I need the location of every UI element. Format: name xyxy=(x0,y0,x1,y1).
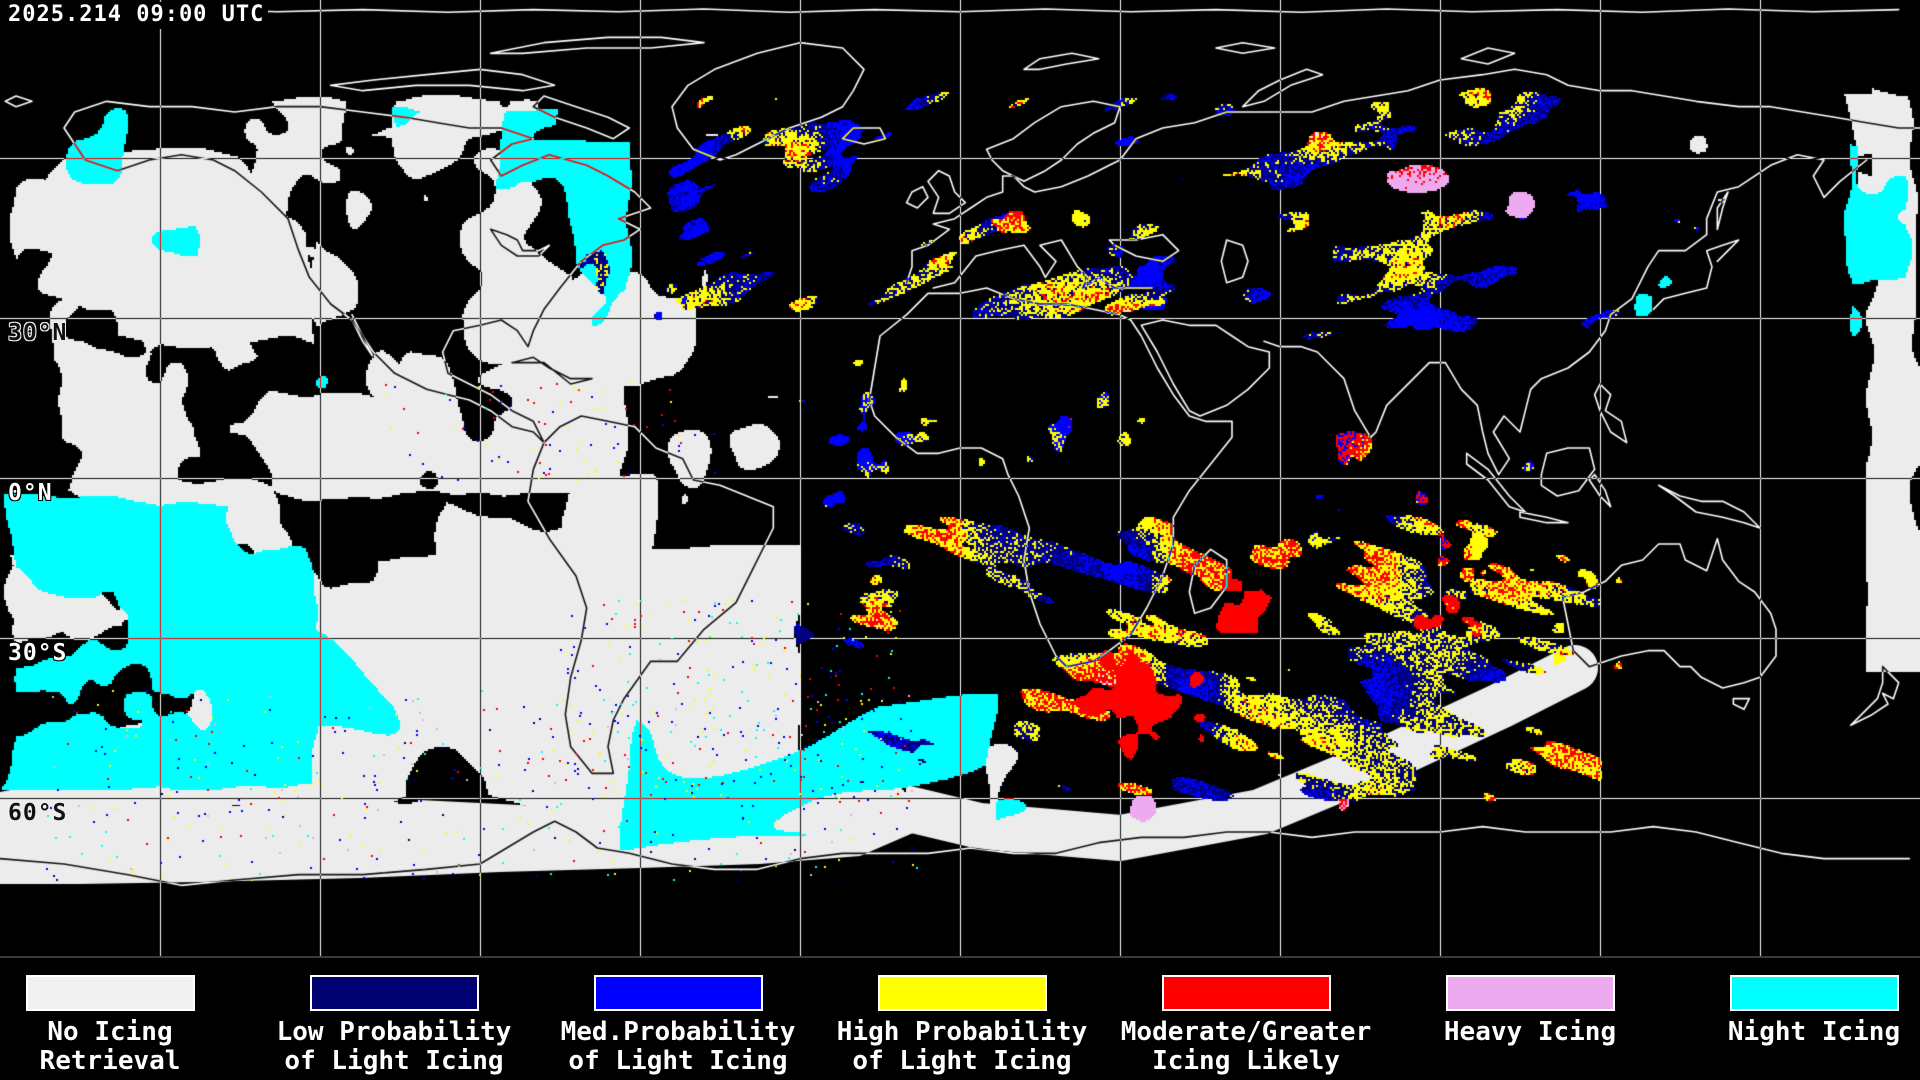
legend-label: Low Probability of Light Icing xyxy=(276,1017,512,1076)
lat-label: 30°N xyxy=(8,320,68,346)
legend-label: High Probability of Light Icing xyxy=(836,1017,1088,1076)
legend-item: Heavy Icing xyxy=(1410,958,1650,1047)
lat-label: 60°S xyxy=(8,800,68,826)
icing-map: 2025.214 09:00 UTC 30°N 0°N 30°S 60°S xyxy=(0,0,1920,958)
legend: No Icing Retrieval Low Probability of Lig… xyxy=(0,958,1920,1080)
lat-label: 30°S xyxy=(8,640,68,666)
lat-label: 0°N xyxy=(8,480,53,506)
legend-label: Med.Probability of Light Icing xyxy=(560,1017,796,1076)
legend-swatch xyxy=(877,975,1047,1011)
legend-swatch xyxy=(309,975,479,1011)
map-legend-separator xyxy=(0,956,1920,958)
legend-item: Night Icing xyxy=(1694,958,1920,1047)
legend-swatch xyxy=(1161,975,1331,1011)
legend-swatch xyxy=(1729,975,1899,1011)
legend-label: Moderate/Greater Icing Likely xyxy=(1120,1017,1372,1076)
legend-swatch xyxy=(1445,975,1615,1011)
legend-label: Night Icing xyxy=(1727,1017,1901,1047)
timestamp: 2025.214 09:00 UTC xyxy=(6,2,269,29)
legend-item: No Icing Retrieval xyxy=(0,958,230,1076)
legend-swatch xyxy=(25,975,195,1011)
legend-item: High Probability of Light Icing xyxy=(837,958,1087,1076)
legend-swatch xyxy=(593,975,763,1011)
icing-map-canvas xyxy=(0,0,1920,958)
legend-item: Med.Probability of Light Icing xyxy=(558,958,798,1076)
legend-label: Heavy Icing xyxy=(1443,1017,1617,1047)
legend-item: Low Probability of Light Icing xyxy=(274,958,514,1076)
legend-item: Moderate/Greater Icing Likely xyxy=(1121,958,1371,1076)
legend-label: No Icing Retrieval xyxy=(39,1017,181,1076)
